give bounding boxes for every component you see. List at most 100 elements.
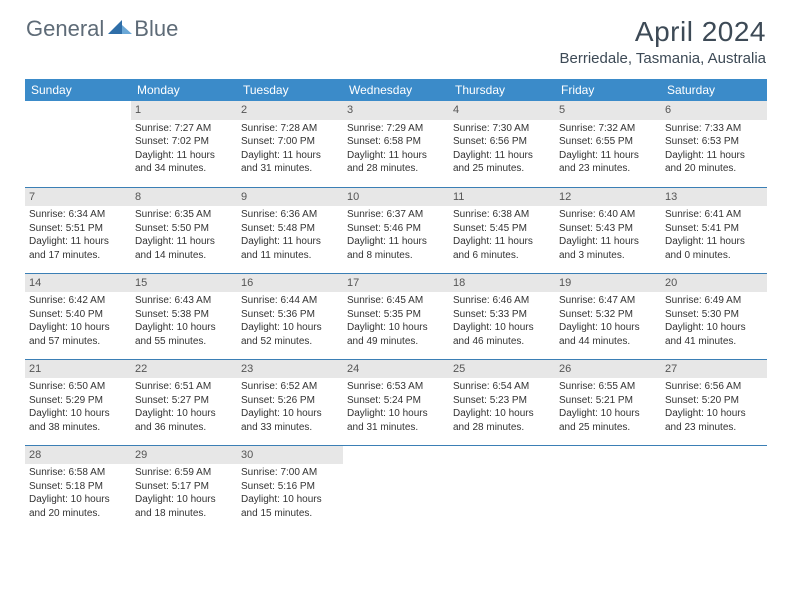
daylight-text: Daylight: 11 hours and 23 minutes.	[559, 149, 657, 176]
day-number: 14	[25, 274, 131, 293]
sunrise-text: Sunrise: 6:43 AM	[135, 294, 233, 308]
logo-text-2: Blue	[134, 16, 178, 42]
sunrise-text: Sunrise: 6:41 AM	[665, 208, 763, 222]
calendar-cell: 20Sunrise: 6:49 AMSunset: 5:30 PMDayligh…	[661, 273, 767, 359]
daylight-text: Daylight: 10 hours and 25 minutes.	[559, 407, 657, 434]
weekday-header: Sunday	[25, 79, 131, 101]
calendar-body: .1Sunrise: 7:27 AMSunset: 7:02 PMDayligh…	[25, 101, 767, 531]
day-number: 10	[343, 188, 449, 207]
day-number: 13	[661, 188, 767, 207]
day-number: 25	[449, 360, 555, 379]
day-number: 6	[661, 101, 767, 120]
calendar-cell: 28Sunrise: 6:58 AMSunset: 5:18 PMDayligh…	[25, 445, 131, 531]
calendar-cell: 22Sunrise: 6:51 AMSunset: 5:27 PMDayligh…	[131, 359, 237, 445]
daylight-text: Daylight: 10 hours and 28 minutes.	[453, 407, 551, 434]
sunrise-text: Sunrise: 7:33 AM	[665, 122, 763, 136]
calendar-header-row: SundayMondayTuesdayWednesdayThursdayFrid…	[25, 79, 767, 101]
daylight-text: Daylight: 11 hours and 20 minutes.	[665, 149, 763, 176]
day-number: 21	[25, 360, 131, 379]
calendar-cell: 24Sunrise: 6:53 AMSunset: 5:24 PMDayligh…	[343, 359, 449, 445]
calendar-cell: 14Sunrise: 6:42 AMSunset: 5:40 PMDayligh…	[25, 273, 131, 359]
calendar-cell: 6Sunrise: 7:33 AMSunset: 6:53 PMDaylight…	[661, 101, 767, 187]
weekday-header: Saturday	[661, 79, 767, 101]
daylight-text: Daylight: 10 hours and 46 minutes.	[453, 321, 551, 348]
sunrise-text: Sunrise: 7:00 AM	[241, 466, 339, 480]
logo: General Blue	[26, 16, 178, 42]
sunset-text: Sunset: 5:46 PM	[347, 222, 445, 236]
calendar-cell: 27Sunrise: 6:56 AMSunset: 5:20 PMDayligh…	[661, 359, 767, 445]
day-number: 20	[661, 274, 767, 293]
daylight-text: Daylight: 10 hours and 41 minutes.	[665, 321, 763, 348]
day-number: 1	[131, 101, 237, 120]
sunset-text: Sunset: 5:33 PM	[453, 308, 551, 322]
sunset-text: Sunset: 5:16 PM	[241, 480, 339, 494]
sunset-text: Sunset: 7:00 PM	[241, 135, 339, 149]
day-number: 4	[449, 101, 555, 120]
sunrise-text: Sunrise: 6:40 AM	[559, 208, 657, 222]
day-number: 5	[555, 101, 661, 120]
sunset-text: Sunset: 5:35 PM	[347, 308, 445, 322]
sunrise-text: Sunrise: 6:38 AM	[453, 208, 551, 222]
calendar-cell: 23Sunrise: 6:52 AMSunset: 5:26 PMDayligh…	[237, 359, 343, 445]
sunrise-text: Sunrise: 6:36 AM	[241, 208, 339, 222]
day-number: 24	[343, 360, 449, 379]
sunrise-text: Sunrise: 6:42 AM	[29, 294, 127, 308]
sunset-text: Sunset: 6:58 PM	[347, 135, 445, 149]
daylight-text: Daylight: 10 hours and 57 minutes.	[29, 321, 127, 348]
location-text: Berriedale, Tasmania, Australia	[560, 50, 767, 67]
day-number: 11	[449, 188, 555, 207]
calendar-cell: 1Sunrise: 7:27 AMSunset: 7:02 PMDaylight…	[131, 101, 237, 187]
calendar-cell: .	[25, 101, 131, 187]
sunrise-text: Sunrise: 6:44 AM	[241, 294, 339, 308]
sunset-text: Sunset: 5:21 PM	[559, 394, 657, 408]
day-number: 15	[131, 274, 237, 293]
daylight-text: Daylight: 10 hours and 18 minutes.	[135, 493, 233, 520]
calendar-cell: 26Sunrise: 6:55 AMSunset: 5:21 PMDayligh…	[555, 359, 661, 445]
sunrise-text: Sunrise: 6:34 AM	[29, 208, 127, 222]
logo-text-1: General	[26, 16, 104, 42]
sunset-text: Sunset: 5:38 PM	[135, 308, 233, 322]
sunrise-text: Sunrise: 6:47 AM	[559, 294, 657, 308]
day-number: 16	[237, 274, 343, 293]
sunset-text: Sunset: 5:20 PM	[665, 394, 763, 408]
weekday-header: Monday	[131, 79, 237, 101]
day-number: 7	[25, 188, 131, 207]
day-number: 3	[343, 101, 449, 120]
sunrise-text: Sunrise: 7:30 AM	[453, 122, 551, 136]
sunset-text: Sunset: 5:48 PM	[241, 222, 339, 236]
sunrise-text: Sunrise: 6:35 AM	[135, 208, 233, 222]
calendar-cell: 11Sunrise: 6:38 AMSunset: 5:45 PMDayligh…	[449, 187, 555, 273]
sunset-text: Sunset: 5:40 PM	[29, 308, 127, 322]
calendar-cell: 17Sunrise: 6:45 AMSunset: 5:35 PMDayligh…	[343, 273, 449, 359]
calendar-cell: 15Sunrise: 6:43 AMSunset: 5:38 PMDayligh…	[131, 273, 237, 359]
sunrise-text: Sunrise: 6:54 AM	[453, 380, 551, 394]
day-number: 28	[25, 446, 131, 465]
daylight-text: Daylight: 10 hours and 49 minutes.	[347, 321, 445, 348]
calendar-cell: 16Sunrise: 6:44 AMSunset: 5:36 PMDayligh…	[237, 273, 343, 359]
sunset-text: Sunset: 5:51 PM	[29, 222, 127, 236]
daylight-text: Daylight: 11 hours and 17 minutes.	[29, 235, 127, 262]
calendar-cell: 7Sunrise: 6:34 AMSunset: 5:51 PMDaylight…	[25, 187, 131, 273]
sunset-text: Sunset: 5:27 PM	[135, 394, 233, 408]
daylight-text: Daylight: 11 hours and 31 minutes.	[241, 149, 339, 176]
sunrise-text: Sunrise: 6:52 AM	[241, 380, 339, 394]
weekday-header: Wednesday	[343, 79, 449, 101]
calendar-cell: 21Sunrise: 6:50 AMSunset: 5:29 PMDayligh…	[25, 359, 131, 445]
daylight-text: Daylight: 11 hours and 28 minutes.	[347, 149, 445, 176]
daylight-text: Daylight: 10 hours and 55 minutes.	[135, 321, 233, 348]
sunrise-text: Sunrise: 6:59 AM	[135, 466, 233, 480]
day-number: 18	[449, 274, 555, 293]
daylight-text: Daylight: 11 hours and 11 minutes.	[241, 235, 339, 262]
calendar-cell: 29Sunrise: 6:59 AMSunset: 5:17 PMDayligh…	[131, 445, 237, 531]
sunset-text: Sunset: 7:02 PM	[135, 135, 233, 149]
day-number: 2	[237, 101, 343, 120]
weekday-header: Tuesday	[237, 79, 343, 101]
day-number: 26	[555, 360, 661, 379]
sunset-text: Sunset: 5:29 PM	[29, 394, 127, 408]
daylight-text: Daylight: 11 hours and 0 minutes.	[665, 235, 763, 262]
sunrise-text: Sunrise: 6:55 AM	[559, 380, 657, 394]
sunset-text: Sunset: 5:41 PM	[665, 222, 763, 236]
daylight-text: Daylight: 10 hours and 52 minutes.	[241, 321, 339, 348]
sunset-text: Sunset: 5:30 PM	[665, 308, 763, 322]
title-block: April 2024 Berriedale, Tasmania, Austral…	[560, 16, 767, 67]
